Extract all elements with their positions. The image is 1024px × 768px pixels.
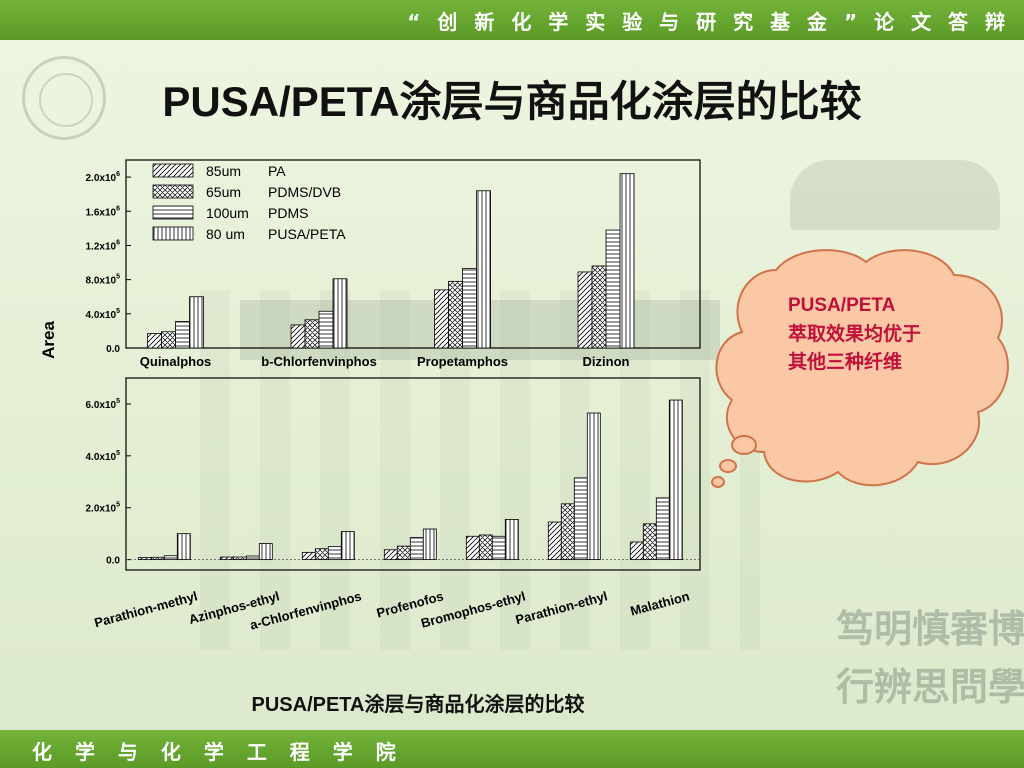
bar-parathion-methyl-2 <box>163 555 178 561</box>
bar-dizinon-1 <box>591 265 607 349</box>
bar-parathion-methyl-1 <box>150 556 165 561</box>
bar-bromophos-ethyl-2 <box>491 535 506 561</box>
y-tick-label: 2.0x105 <box>86 502 121 515</box>
figure-caption: PUSA/PETA涂层与商品化涂层的比较 <box>251 694 585 716</box>
bar-b-chlorfenvinphos-3 <box>332 278 348 349</box>
header-banner: “ 创 新 化 学 实 验 与 研 究 基 金 ” 论 文 答 辩 <box>407 10 1010 34</box>
bar-parathion-ethyl-0 <box>547 521 562 561</box>
bar-b-chlorfenvinphos-2 <box>318 310 334 349</box>
bar-bromophos-ethyl-1 <box>478 534 493 561</box>
legend-name: PDMS/DVB <box>268 184 341 200</box>
bar-propetamphos-3 <box>476 190 491 349</box>
bar-bromophos-ethyl-3 <box>504 519 519 561</box>
legend-size: 65um <box>206 184 241 200</box>
bar-malathion-1 <box>642 523 657 561</box>
bar-profenofos-3 <box>422 528 437 561</box>
bar-malathion-3 <box>668 399 683 561</box>
bar-azinphos-ethyl-1 <box>232 556 247 561</box>
footer-school-name: 化 学 与 化 学 工 程 学 院 <box>32 740 404 764</box>
legend-swatch <box>152 184 194 199</box>
y-tick-label: 6.0x105 <box>86 398 121 411</box>
bar-profenofos-0 <box>383 549 398 561</box>
legend-size: 80 um <box>206 226 245 242</box>
y-tick-label: 8.0x105 <box>86 274 121 287</box>
bar-a-chlorfenvinphos-3 <box>340 531 355 561</box>
category-label: Parathion-methyl <box>93 588 199 630</box>
bar-propetamphos-1 <box>448 280 463 349</box>
y-tick-label: 0.0 <box>106 344 120 355</box>
bar-quinalphos-0 <box>147 333 162 349</box>
bar-parathion-ethyl-3 <box>586 412 601 561</box>
background-building <box>790 160 1000 230</box>
legend-size: 85um <box>206 163 241 179</box>
header-bar: “ 创 新 化 学 实 验 与 研 究 基 金 ” 论 文 答 辩 <box>0 0 1024 40</box>
legend-swatch <box>152 226 194 241</box>
bar-dizinon-3 <box>619 173 635 349</box>
bar-quinalphos-3 <box>189 296 204 349</box>
y-tick-label: 4.0x105 <box>86 308 121 321</box>
bar-azinphos-ethyl-2 <box>245 555 260 561</box>
bar-malathion-2 <box>655 497 670 561</box>
y-tick-label: 2.0x106 <box>86 171 121 184</box>
y-tick-label: 4.0x105 <box>86 450 121 463</box>
bar-a-chlorfenvinphos-1 <box>314 548 329 561</box>
bar-parathion-methyl-3 <box>176 533 191 561</box>
bar-a-chlorfenvinphos-0 <box>301 551 316 561</box>
y-axis-label: Area <box>39 321 58 359</box>
footer-bar: 化 学 与 化 学 工 程 学 院 <box>0 730 1024 768</box>
legend-name: PA <box>268 163 286 179</box>
legend-size: 100um <box>206 205 249 221</box>
thought-cloud-callout <box>711 249 1009 488</box>
plot-frame <box>125 377 701 571</box>
callout-line-2: 萃取效果均优于 <box>788 323 922 345</box>
bar-propetamphos-0 <box>434 289 449 349</box>
bar-b-chlorfenvinphos-0 <box>290 324 306 349</box>
bar-parathion-ethyl-1 <box>560 503 575 561</box>
university-seal-icon <box>22 56 106 140</box>
bar-profenofos-2 <box>409 537 424 561</box>
bar-bromophos-ethyl-0 <box>465 535 480 561</box>
category-label: b-Chlorfenvinphos <box>261 354 377 369</box>
callout-text: PUSA/PETA 萃取效果均优于 其他三种纤维 <box>788 292 988 376</box>
bar-quinalphos-1 <box>161 331 176 349</box>
legend-swatch <box>152 205 194 220</box>
bar-propetamphos-2 <box>462 268 477 349</box>
bar-b-chlorfenvinphos-1 <box>304 319 320 349</box>
school-motto: 笃明慎審博 行辨思問學 <box>836 600 1024 716</box>
bar-malathion-0 <box>629 541 644 561</box>
plot-frame <box>125 159 701 349</box>
bar-profenofos-1 <box>396 545 411 561</box>
callout-line-3: 其他三种纤维 <box>788 351 903 373</box>
bar-a-chlorfenvinphos-2 <box>327 546 342 561</box>
y-tick-label: 1.6x106 <box>86 205 121 218</box>
category-label: Parathion-ethyl <box>514 588 609 627</box>
slide-title: PUSA/PETA涂层与商品化涂层的比较 <box>162 78 862 125</box>
category-label: Quinalphos <box>140 354 212 369</box>
bar-quinalphos-2 <box>175 321 190 349</box>
bar-parathion-methyl-0 <box>137 557 152 561</box>
callout-line-1: PUSA/PETA <box>788 295 896 316</box>
y-tick-label: 0.0 <box>106 556 120 567</box>
category-label: Propetamphos <box>417 354 508 369</box>
motto-line-2: 行辨思問學 <box>836 664 1024 709</box>
category-label: Dizinon <box>583 354 630 369</box>
bar-azinphos-ethyl-0 <box>219 556 234 561</box>
bar-parathion-ethyl-2 <box>573 477 588 561</box>
legend-name: PUSA/PETA <box>268 226 346 242</box>
category-label: Malathion <box>629 588 692 618</box>
bar-dizinon-2 <box>605 229 621 349</box>
legend-swatch <box>152 163 194 178</box>
background-gate-scene <box>200 290 760 650</box>
bar-dizinon-0 <box>577 271 593 349</box>
motto-line-1: 笃明慎審博 <box>836 606 1024 651</box>
legend-name: PDMS <box>268 205 308 221</box>
bar-azinphos-ethyl-3 <box>258 543 273 561</box>
y-tick-label: 1.2x106 <box>86 239 121 252</box>
